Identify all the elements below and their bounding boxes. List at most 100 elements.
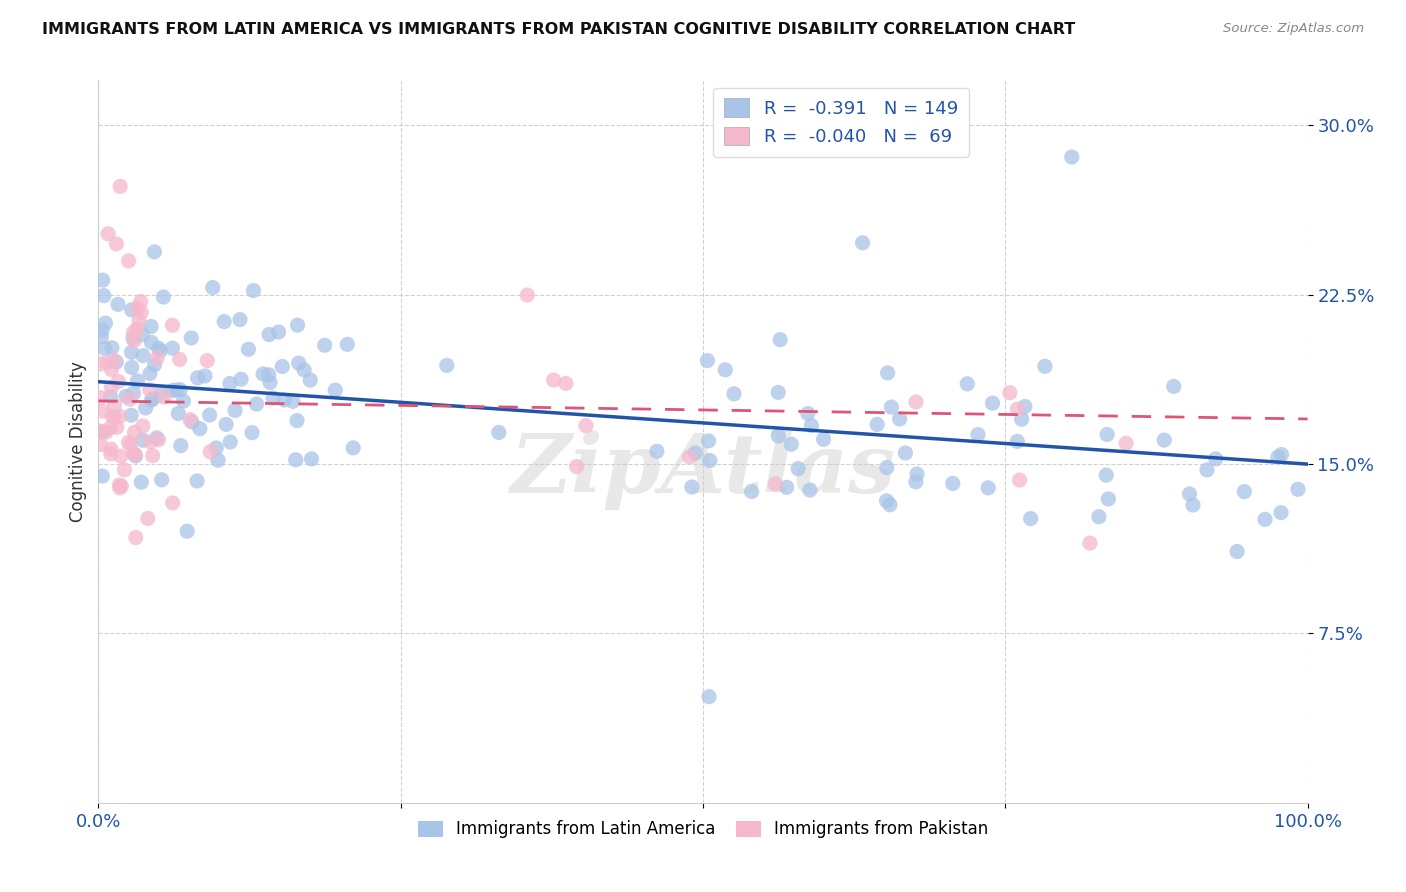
Point bbox=[94, 425, 117, 439]
Point bbox=[866, 417, 889, 432]
Point bbox=[1078, 536, 1101, 550]
Point bbox=[135, 401, 157, 415]
Point bbox=[1286, 483, 1309, 497]
Point bbox=[141, 335, 163, 350]
Point bbox=[852, 235, 875, 250]
Point bbox=[105, 236, 128, 251]
Point bbox=[110, 479, 132, 493]
Point bbox=[797, 407, 820, 421]
Point bbox=[100, 390, 122, 404]
Point bbox=[150, 473, 173, 487]
Point bbox=[118, 253, 141, 268]
Point bbox=[229, 312, 252, 326]
Point bbox=[97, 355, 120, 369]
Y-axis label: Cognitive Disability: Cognitive Disability bbox=[69, 361, 87, 522]
Point bbox=[91, 425, 114, 439]
Point bbox=[162, 496, 184, 510]
Point bbox=[565, 459, 588, 474]
Point bbox=[149, 343, 172, 358]
Point bbox=[1097, 491, 1119, 506]
Point bbox=[146, 431, 169, 445]
Point bbox=[1178, 487, 1201, 501]
Point bbox=[100, 442, 122, 456]
Point bbox=[139, 434, 162, 449]
Point bbox=[122, 447, 145, 461]
Point bbox=[273, 392, 295, 407]
Point bbox=[103, 399, 125, 413]
Point bbox=[697, 690, 720, 704]
Point bbox=[108, 478, 131, 492]
Point bbox=[242, 284, 264, 298]
Point bbox=[176, 524, 198, 539]
Text: ZipAtlas: ZipAtlas bbox=[510, 431, 896, 510]
Point bbox=[224, 403, 246, 417]
Point bbox=[245, 397, 267, 411]
Point bbox=[723, 387, 745, 401]
Point bbox=[219, 376, 242, 391]
Point bbox=[299, 373, 322, 387]
Point bbox=[124, 334, 146, 348]
Point bbox=[1267, 450, 1289, 464]
Point bbox=[889, 412, 911, 426]
Point bbox=[132, 349, 155, 363]
Point bbox=[894, 446, 917, 460]
Point bbox=[240, 425, 263, 440]
Point bbox=[543, 373, 565, 387]
Point bbox=[124, 447, 146, 461]
Point bbox=[131, 327, 153, 342]
Point bbox=[89, 357, 111, 371]
Point bbox=[699, 453, 721, 467]
Point bbox=[138, 383, 160, 397]
Point bbox=[787, 461, 810, 475]
Point bbox=[1095, 427, 1118, 442]
Point bbox=[1060, 150, 1083, 164]
Point bbox=[132, 419, 155, 434]
Point bbox=[876, 460, 898, 475]
Point bbox=[488, 425, 510, 440]
Point bbox=[257, 368, 280, 382]
Point bbox=[1007, 402, 1029, 417]
Point bbox=[1233, 484, 1256, 499]
Point bbox=[219, 434, 242, 449]
Point bbox=[1019, 511, 1042, 525]
Point bbox=[107, 375, 129, 389]
Point bbox=[998, 385, 1021, 400]
Point bbox=[169, 352, 191, 367]
Point bbox=[904, 475, 927, 489]
Point bbox=[170, 439, 193, 453]
Point bbox=[905, 395, 928, 409]
Point bbox=[205, 441, 228, 455]
Point bbox=[169, 383, 191, 397]
Point bbox=[142, 449, 165, 463]
Point bbox=[287, 318, 309, 332]
Point bbox=[125, 531, 148, 545]
Point bbox=[281, 394, 304, 409]
Point bbox=[124, 425, 146, 439]
Point bbox=[207, 453, 229, 467]
Point bbox=[555, 376, 578, 391]
Point bbox=[103, 409, 125, 424]
Point bbox=[167, 407, 190, 421]
Point bbox=[1270, 506, 1292, 520]
Point bbox=[336, 337, 359, 351]
Point bbox=[198, 408, 221, 422]
Point bbox=[285, 413, 308, 427]
Point bbox=[977, 481, 1000, 495]
Point bbox=[162, 318, 184, 333]
Point bbox=[112, 463, 135, 477]
Point bbox=[188, 422, 211, 436]
Point bbox=[94, 316, 117, 330]
Point bbox=[229, 372, 252, 386]
Point bbox=[121, 360, 143, 375]
Point bbox=[768, 429, 790, 443]
Point bbox=[162, 341, 184, 355]
Point bbox=[139, 367, 162, 381]
Point bbox=[93, 342, 115, 356]
Point bbox=[122, 331, 145, 345]
Point bbox=[129, 475, 152, 490]
Point bbox=[1007, 434, 1029, 449]
Point bbox=[132, 433, 155, 447]
Point bbox=[257, 327, 280, 342]
Point bbox=[100, 362, 122, 376]
Point bbox=[215, 417, 238, 432]
